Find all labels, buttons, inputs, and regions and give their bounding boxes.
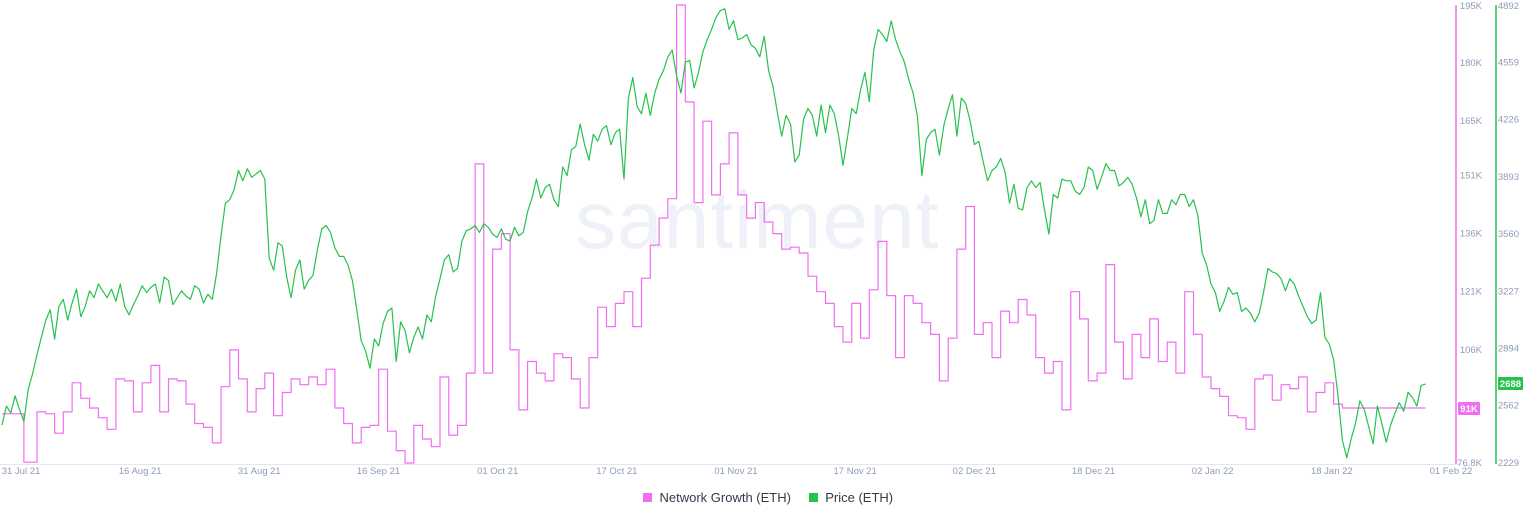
left-axis-tick-label: 106K	[1460, 345, 1483, 356]
legend-label-price: Price (ETH)	[825, 490, 894, 505]
price-current-value: 2688	[1500, 379, 1521, 390]
network-growth-value-badge: 91K	[1458, 402, 1480, 415]
x-tick-label: 17 Oct 21	[596, 466, 637, 477]
x-tick-label: 01 Feb 22	[1430, 466, 1473, 477]
legend-label-network-growth: Network Growth (ETH)	[659, 490, 791, 505]
right-axis-tick-label: 3560	[1498, 229, 1519, 240]
left-axis-tick-label: 76.8K	[1457, 458, 1482, 469]
right-axis-tick-labels: 4892 4559 4226 3893 3560 3227 2894 2562 2229	[1498, 1, 1519, 469]
left-axis-tick-label: 165K	[1460, 116, 1483, 127]
price-line	[1, 8, 1426, 459]
x-tick-label: 16 Aug 21	[119, 466, 162, 477]
right-axis-tick-label: 2229	[1498, 458, 1519, 469]
left-axis-tick-label: 121K	[1460, 287, 1483, 298]
left-axis-tick-label: 151K	[1460, 170, 1483, 181]
x-tick-label: 16 Sep 21	[357, 466, 400, 477]
price-badge-bg	[1498, 377, 1523, 390]
x-tick-label: 31 Aug 21	[238, 466, 281, 477]
x-tick-label: 18 Dec 21	[1072, 466, 1115, 477]
legend-swatch-price	[808, 493, 818, 502]
right-axis-tick-label: 4559	[1498, 57, 1519, 68]
right-axis-tick-label: 4226	[1498, 115, 1519, 126]
legend-swatch-network-growth	[642, 493, 652, 502]
series-layer	[1, 4, 1426, 464]
network-growth-line	[2, 4, 1426, 464]
x-tick-label: 17 Nov 21	[834, 466, 877, 477]
network-growth-current-value: 91K	[1460, 404, 1478, 415]
right-axis-tick-label: 4892	[1498, 1, 1519, 12]
right-axis-tick-label: 3893	[1498, 172, 1519, 183]
left-axis-tick-label: 195K	[1460, 1, 1483, 12]
right-axis-tick-label: 2562	[1498, 401, 1519, 412]
x-tick-label: 18 Jan 22	[1311, 466, 1353, 477]
x-tick-label: 01 Nov 21	[714, 466, 757, 477]
x-tick-label: 02 Jan 22	[1192, 466, 1234, 477]
x-tick-label: 31 Jul 21	[2, 466, 41, 477]
left-axis-tick-labels: 195K 180K 165K 151K 136K 121K 106K 76.8K	[1457, 1, 1482, 469]
price-value-badge: 2688	[1498, 377, 1523, 390]
network-growth-badge-bg	[1458, 402, 1480, 415]
chart-legend: Network Growth (ETH) Price (ETH)	[0, 490, 1536, 505]
x-tick-labels: 31 Jul 21 16 Aug 21 31 Aug 21 16 Sep 21 01 O…	[2, 466, 1473, 477]
legend-item-price[interactable]: Price (ETH)	[808, 490, 894, 505]
left-axis-tick-label: 136K	[1460, 229, 1483, 240]
left-axis-tick-label: 180K	[1460, 58, 1483, 69]
x-tick-label: 01 Oct 21	[477, 466, 518, 477]
right-axis-tick-label: 2894	[1498, 344, 1519, 355]
x-tick-label: 02 Dec 21	[953, 466, 996, 477]
legend-item-network-growth[interactable]: Network Growth (ETH)	[642, 490, 791, 505]
watermark-santiment: santiment	[575, 175, 940, 266]
right-axis-tick-label: 3227	[1498, 286, 1519, 297]
